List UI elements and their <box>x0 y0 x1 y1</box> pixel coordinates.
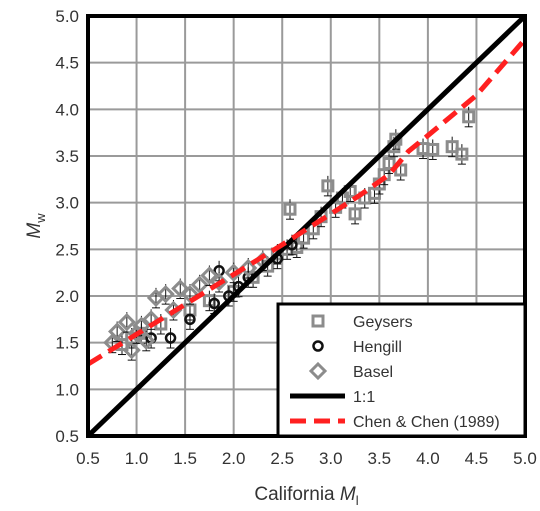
y-tick-label: 4.5 <box>55 54 79 73</box>
y-tick-label: 3.0 <box>55 194 79 213</box>
data-point <box>321 179 335 193</box>
y-tick-label: 4.0 <box>55 100 79 119</box>
data-point <box>200 266 219 285</box>
x-axis-title: California Ml <box>254 484 358 508</box>
y-tick-label: 0.5 <box>55 427 79 446</box>
data-point <box>190 275 209 294</box>
legend-swatch-marker <box>311 314 325 328</box>
legend-label: 1:1 <box>353 389 375 406</box>
y-axis-title-math: M <box>24 223 45 239</box>
legend-swatch-marker <box>312 340 324 352</box>
y-tick-label: 1.0 <box>55 380 79 399</box>
y-axis-label: Mw <box>24 213 48 239</box>
y-axis-title: Mw <box>24 213 48 239</box>
data-point <box>122 341 141 360</box>
data-point <box>462 110 476 124</box>
x-tick-label: 0.5 <box>76 449 100 468</box>
y-tick-label: 5.0 <box>55 7 79 26</box>
x-tick-label: 4.0 <box>416 449 440 468</box>
data-point <box>208 297 220 310</box>
data-point <box>184 313 196 326</box>
x-tick-label: 3.0 <box>319 449 343 468</box>
data-point <box>239 258 258 278</box>
legend-item: Chen & Chen (1989) <box>290 414 500 431</box>
x-axis-label: California Ml <box>254 484 358 508</box>
data-point <box>348 207 362 221</box>
series-line-chen-chen-1989- <box>86 37 527 367</box>
x-tick-label: 1.5 <box>173 449 197 468</box>
x-tick-label: 5.0 <box>513 449 537 468</box>
x-tick-label: 2.0 <box>222 449 246 468</box>
series-layer <box>86 14 527 438</box>
data-point <box>445 140 459 154</box>
legend-swatch-marker <box>308 361 328 381</box>
legend: Geysers Hengill Basel 1:1 Chen & Chen (1989) <box>276 302 527 438</box>
data-point <box>117 313 136 332</box>
series-line-1-1 <box>86 14 527 438</box>
legend-label: Chen & Chen (1989) <box>353 414 500 431</box>
legend-item: Geysers <box>311 314 413 331</box>
data-point <box>108 322 127 341</box>
x-tick-label: 4.5 <box>465 449 489 468</box>
legend-label: Hengill <box>353 339 402 356</box>
data-point <box>164 332 177 344</box>
legend-item: Basel <box>308 361 393 381</box>
data-point <box>137 331 156 350</box>
data-point <box>283 202 297 216</box>
legend-label: Basel <box>353 364 393 381</box>
data-point <box>389 132 403 146</box>
x-axis-title-text: California <box>254 484 340 505</box>
x-tick-label: 2.5 <box>270 449 294 468</box>
x-axis-title-subscript: l <box>356 493 359 508</box>
data-point <box>426 142 440 156</box>
legend-label: Geysers <box>353 314 413 331</box>
y-tick-label: 3.5 <box>55 147 79 166</box>
data-point <box>180 285 200 304</box>
data-point <box>455 147 469 161</box>
data-point <box>156 285 175 304</box>
x-tick-label: 1.0 <box>125 449 149 468</box>
y-tick-label: 1.5 <box>55 334 79 353</box>
tick-labels: 0.5 1.0 1.5 2.0 2.5 3.0 3.5 4.0 4.5 5.0 0.5 1.0 1.5 2… <box>55 7 536 468</box>
y-tick-label: 2.5 <box>55 240 79 259</box>
x-axis-title-math: M <box>340 484 356 505</box>
y-axis-title-subscript: w <box>33 213 48 224</box>
legend-item: Hengill <box>312 339 402 356</box>
y-tick-label: 2.0 <box>55 287 79 306</box>
data-point <box>382 156 396 170</box>
x-tick-label: 3.5 <box>368 449 392 468</box>
data-point <box>171 279 190 298</box>
legend-item: 1:1 <box>290 389 375 406</box>
